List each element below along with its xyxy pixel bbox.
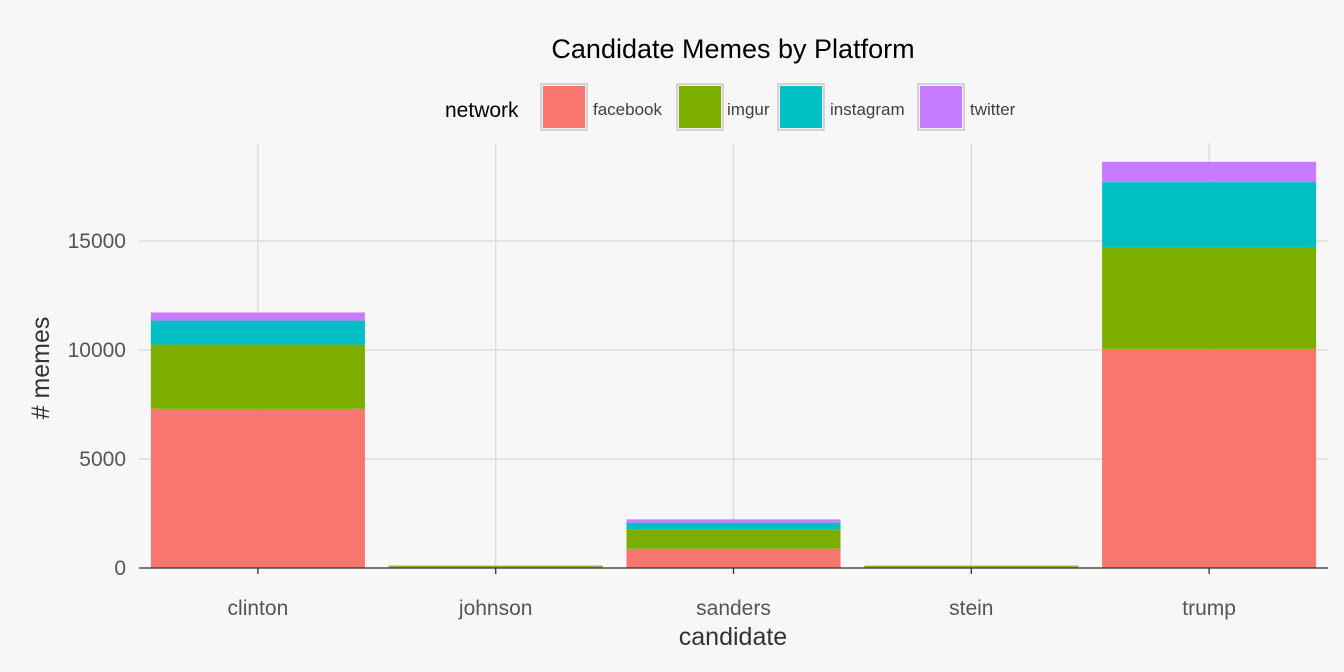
y-tick-label: 5000 [79,448,126,471]
x-tick-label: sanders [696,597,771,620]
bar-segment [864,566,1079,568]
x-tick-label: trump [1182,597,1236,620]
y-axis-title: # memes [27,317,55,420]
bar-segment [388,566,603,568]
bars [150,161,1317,568]
legend-label-facebook: facebook [593,100,662,119]
axes: 0 5000 10000 15000 clinton johnson sanders stei… [68,230,1328,620]
bar-segment [1102,182,1317,248]
x-tick-label: johnson [458,597,533,620]
legend-swatch-twitter [920,86,962,128]
bar-segment [1102,161,1317,183]
bar-segment [150,408,365,568]
chart-title: Candidate Memes by Platform [551,34,914,64]
legend-swatch-imgur [679,86,721,128]
y-tick-label: 0 [114,557,126,580]
y-tick-label: 15000 [68,230,126,253]
x-axis-title: candidate [679,623,787,651]
bar-segment [626,519,841,523]
x-tick-label: clinton [228,597,289,620]
x-tick-label: stein [949,597,993,620]
y-tick-label: 10000 [68,339,126,362]
bar-segment [150,312,365,321]
legend: network facebook imgur instagram twitter [445,83,1016,131]
bar-segment [150,344,365,409]
bar-segment [1102,247,1317,349]
legend-label-twitter: twitter [970,100,1016,119]
legend-title: network [445,99,519,122]
legend-swatch-facebook [543,86,585,128]
bar-segment [864,565,1079,567]
legend-swatch-instagram [780,86,822,128]
legend-label-instagram: instagram [830,100,905,119]
bar-segment [626,522,841,530]
legend-label-imgur: imgur [727,100,770,119]
bar-segment [388,565,603,567]
bar-segment [626,529,841,549]
bar-segment [1102,348,1317,568]
bar-segment [150,320,365,345]
bar-segment [626,548,841,568]
